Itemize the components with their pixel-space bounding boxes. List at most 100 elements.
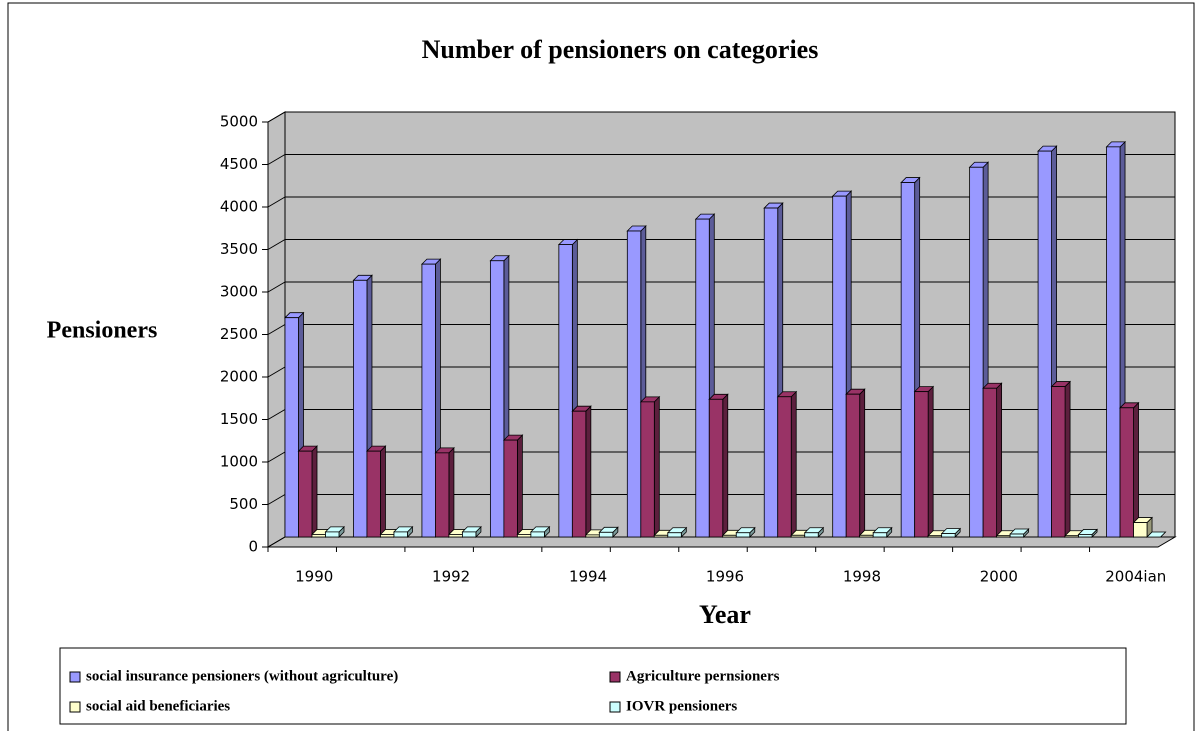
y-tick-label: 1500 (220, 410, 258, 428)
legend-swatch (609, 701, 621, 713)
chart-title: Number of pensioners on categories (422, 35, 819, 64)
bar (585, 534, 600, 538)
bar-side (859, 388, 866, 538)
y-tick-label: 1000 (220, 453, 258, 471)
bar (325, 531, 340, 538)
bar (900, 182, 916, 538)
grid-line-side (267, 111, 286, 123)
bar (380, 534, 395, 538)
bar (1119, 407, 1134, 538)
bar (503, 439, 518, 538)
bar (311, 534, 326, 538)
y-tick-label: 5000 (220, 113, 258, 131)
bar-side (1133, 401, 1139, 538)
y-tick-label: 2000 (220, 368, 258, 386)
bar-side (790, 390, 797, 538)
bar (708, 398, 724, 538)
legend-label: Agriculture pernsioners (626, 668, 780, 684)
bar (530, 531, 545, 538)
bar-side (448, 446, 455, 538)
grid-line-side (267, 451, 286, 463)
bar (969, 166, 984, 538)
bar (1133, 522, 1148, 538)
bar (859, 534, 874, 538)
grid-line-side (267, 536, 286, 548)
bar (435, 452, 450, 538)
y-tick-label: 4500 (220, 155, 258, 173)
y-tick-label: 0 (248, 538, 258, 556)
legend-swatch (69, 701, 81, 713)
bar (284, 317, 299, 538)
bar (722, 534, 737, 538)
bar (763, 207, 779, 538)
grid-line-side (267, 324, 286, 335)
bar (927, 535, 943, 538)
bar (626, 230, 642, 538)
bar-top (1146, 531, 1167, 538)
bar (298, 450, 313, 538)
x-tick-label: 1994 (569, 568, 607, 586)
bar (1078, 534, 1093, 538)
x-tick-label: 2004ian (1105, 568, 1166, 586)
legend-swatch (69, 671, 81, 683)
y-tick-label: 3500 (220, 240, 258, 258)
bar (1009, 533, 1025, 538)
bar (598, 531, 614, 538)
floor (266, 536, 1177, 548)
legend-label: social aid beneficiaries (86, 698, 230, 714)
y-tick-label: 2500 (220, 325, 258, 343)
grid-line-side (267, 494, 286, 505)
bar (558, 244, 573, 538)
bar (790, 534, 806, 538)
bar (640, 401, 655, 538)
grid-line-side (267, 409, 286, 420)
bar-side (722, 393, 729, 538)
bar (489, 260, 505, 538)
bar-side (996, 382, 1003, 538)
bar (462, 531, 477, 538)
y-axis-label: Pensioners (47, 318, 158, 344)
bar (448, 534, 463, 538)
legend-label: social insurance pensioners (without agr… (86, 668, 398, 684)
bar-side (653, 395, 660, 538)
bar-side (311, 445, 318, 538)
bar (421, 263, 436, 538)
bar (1037, 150, 1052, 538)
bar (735, 532, 751, 538)
bar-side (380, 445, 386, 538)
bar (996, 535, 1011, 538)
legend (59, 647, 1127, 725)
bar (1064, 535, 1079, 538)
y-tick-label: 3000 (220, 283, 258, 301)
y-tick-label: 4000 (220, 198, 258, 216)
bar (845, 393, 861, 538)
bar-side (1064, 380, 1071, 538)
y-tick-label: 500 (229, 495, 258, 513)
bar (653, 534, 669, 538)
bar (366, 450, 381, 538)
bar (914, 391, 929, 538)
bar (353, 279, 368, 538)
bar (872, 532, 888, 538)
bar (516, 534, 532, 538)
bar-side (585, 405, 592, 538)
bar (667, 532, 682, 538)
grid-line-side (267, 366, 286, 378)
bar (941, 533, 956, 538)
legend-swatch (609, 671, 621, 683)
bar (804, 532, 819, 538)
legend-label: IOVR pensioners (626, 698, 737, 714)
grid-line-side (267, 239, 286, 250)
x-tick-label: 1990 (295, 568, 333, 586)
x-tick-label: 1998 (843, 568, 881, 586)
grid-line-side (267, 154, 286, 165)
grid-line-side (267, 196, 286, 208)
bar (1106, 146, 1121, 538)
bar (1051, 386, 1066, 538)
bar (695, 218, 710, 538)
x-tick-label: 1996 (706, 568, 744, 586)
grid-line-side (267, 281, 286, 293)
bar-side (516, 434, 523, 538)
x-tick-label: 2000 (980, 568, 1018, 586)
